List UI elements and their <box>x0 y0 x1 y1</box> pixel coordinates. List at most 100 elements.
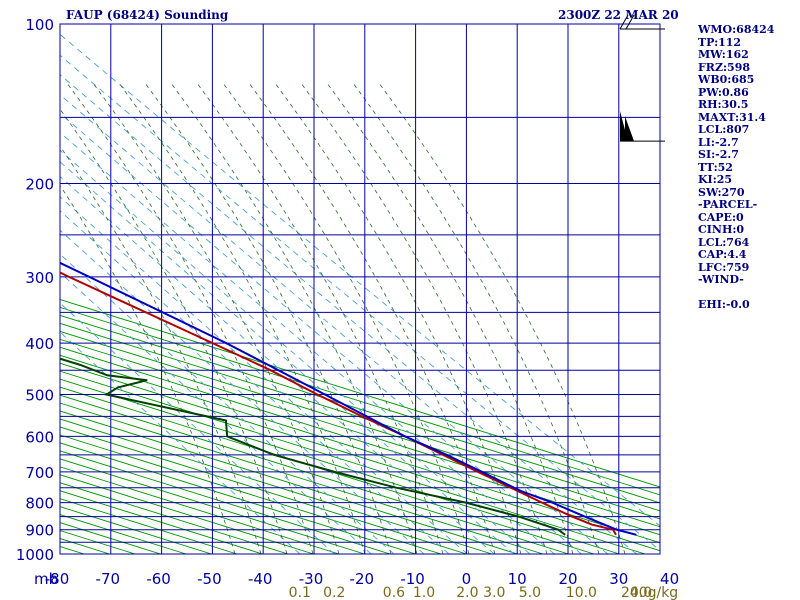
dry-adiabat <box>60 362 660 552</box>
moist-adiabat-line <box>301 83 548 554</box>
moist-adiabat-line <box>223 83 470 554</box>
mixing-ratio-label: 40g/kg <box>630 585 678 600</box>
moist-adiabat-line <box>67 83 314 554</box>
index-row: WB0:685 <box>698 73 755 86</box>
moist-adiabat-line <box>60 108 288 554</box>
dry-adiabat <box>60 426 467 554</box>
index-row: CAP:4.4 <box>698 248 747 261</box>
dry-adiabat <box>60 442 416 554</box>
index-row: SI:-2.7 <box>698 148 739 161</box>
temperature-tick-label: -50 <box>197 570 222 588</box>
observation-time: 2300Z 22 MAR 20 <box>558 8 679 22</box>
moist-adiabat-line <box>145 83 392 554</box>
dry-adiabat <box>60 418 493 554</box>
mixing-ratio-label: 20.0 <box>621 585 652 600</box>
pressure-tick-label: 600 <box>25 428 54 446</box>
pressure-tick-label: 800 <box>25 495 54 513</box>
index-row: CAPE:0 <box>698 210 744 224</box>
dry-adiabat <box>0 24 8 554</box>
index-row: PW:0.86 <box>698 85 749 99</box>
moist-adiabat-line <box>60 184 236 554</box>
chart-title: FAUP (68424) Sounding <box>66 8 229 22</box>
dry-adiabat <box>60 378 620 554</box>
moist-adiabat-line <box>93 83 340 554</box>
index-row: LCL:807 <box>698 123 750 136</box>
temperature-tick-label: -10 <box>400 570 425 588</box>
index-row: LI:-2.7 <box>698 135 739 149</box>
index-row: TP:112 <box>698 35 742 49</box>
temperature-tick-label: -70 <box>96 570 121 588</box>
dry-adiabat <box>60 298 660 488</box>
temperature-tick-label: 20 <box>558 570 577 588</box>
dry-adiabat <box>60 450 391 554</box>
dry-adiabat <box>60 394 569 554</box>
mixing-ratio-label: 0.6 <box>383 585 405 600</box>
moist-adiabat-line <box>171 83 418 554</box>
parcel-trace <box>60 261 637 536</box>
wind-barb-flag <box>619 14 629 30</box>
plot-border <box>59 23 661 555</box>
index-row: -PARCEL- <box>698 198 758 211</box>
temperature-tick-label: 0 <box>462 570 472 588</box>
moist-adiabat-line <box>60 145 262 554</box>
dry-adiabat <box>60 410 518 554</box>
mixing-ratio-label: 10.0 <box>566 585 597 600</box>
mixing-ratio-label: 1.0 <box>413 585 435 600</box>
index-row: RH:30.5 <box>698 98 749 111</box>
moist-adiabat-lines <box>60 83 626 554</box>
mixing-ratio-line <box>60 196 468 554</box>
pressure-tick-label: 400 <box>25 335 54 353</box>
pressure-tick-label: 300 <box>25 269 54 287</box>
sounding-traces <box>60 261 637 536</box>
dry-adiabat <box>60 458 365 554</box>
temperature-tick-label: 10 <box>508 570 527 588</box>
moist-adiabat-line <box>379 83 626 554</box>
mixing-ratio-label: 5.0 <box>519 585 541 600</box>
index-row: WMO:68424 <box>698 23 775 36</box>
temperature-tick-label: -40 <box>248 570 273 588</box>
index-row: -WIND- <box>698 273 744 286</box>
temperature-trace <box>60 271 617 536</box>
temperature-tick-label: -30 <box>299 570 324 588</box>
temperature-tick-label: -80 <box>45 570 70 588</box>
dry-adiabat <box>60 322 660 512</box>
wind-barbs <box>619 14 665 142</box>
pressure-tick-label: 100 <box>25 16 54 34</box>
moist-adiabat-line <box>275 83 522 554</box>
index-row: SW:270 <box>698 185 745 199</box>
index-row: CINH:0 <box>698 223 745 236</box>
moist-adiabat-line <box>119 83 366 554</box>
dry-adiabat <box>60 354 660 544</box>
moist-adiabat-line <box>249 83 496 554</box>
moist-adiabat-line <box>353 83 600 554</box>
dry-adiabat <box>60 434 442 554</box>
x-unit-label: mb <box>34 570 58 588</box>
index-row: LFC:759 <box>698 260 750 274</box>
dry-adiabat <box>60 314 660 504</box>
dry-adiabat-lines <box>0 24 660 554</box>
mixing-ratio-line <box>60 253 395 554</box>
index-row: TT:52 <box>698 160 733 174</box>
index-row: FRZ:598 <box>698 60 751 74</box>
index-row: MAXT:31.4 <box>698 110 766 124</box>
temperature-tick-label: -60 <box>146 570 171 588</box>
dry-adiabat <box>60 346 660 536</box>
index-row: KI:25 <box>698 173 733 186</box>
moist-adiabat-line <box>327 83 574 554</box>
mixing-ratio-label: 0.1 <box>289 585 311 600</box>
pressure-tick-label: 200 <box>25 176 54 194</box>
temperature-tick-label: 30 <box>609 570 628 588</box>
pressure-tick-label: 900 <box>25 522 54 540</box>
dry-adiabat <box>60 370 646 554</box>
dry-adiabat <box>60 386 595 554</box>
mixing-ratio-label: 3.0 <box>483 585 505 600</box>
mixing-ratio-label: 0.2 <box>323 585 345 600</box>
mixing-ratio-line <box>60 161 515 554</box>
mixing-ratio-label: 2.0 <box>456 585 478 600</box>
index-row: LCL:764 <box>698 235 750 249</box>
index-row: EHI:-0.0 <box>698 298 750 311</box>
temperature-tick-label: -20 <box>350 570 375 588</box>
dry-adiabat <box>60 402 544 554</box>
